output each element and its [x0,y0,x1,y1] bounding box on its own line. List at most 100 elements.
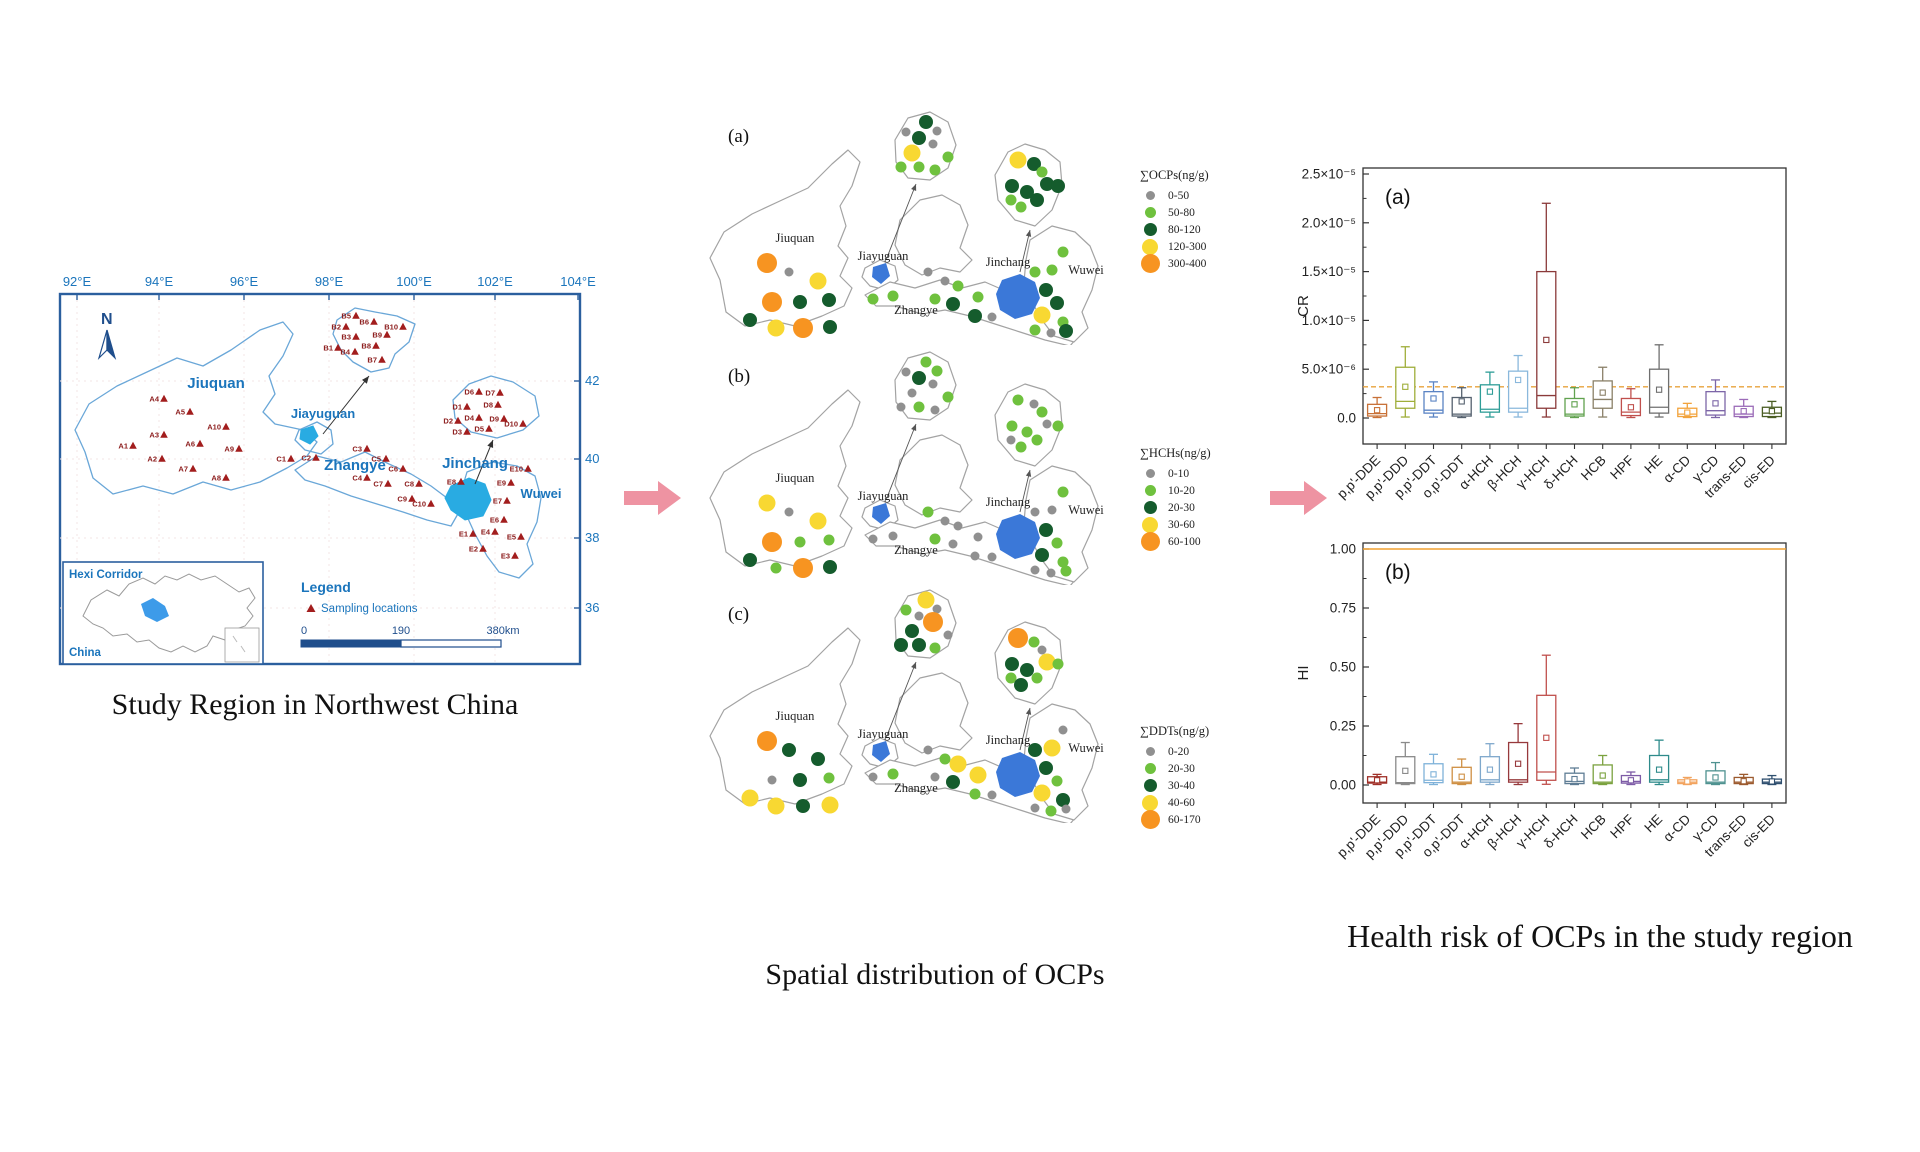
sampling-site-icon [479,544,487,552]
panel-label: (a) [1385,186,1411,209]
sampling-site-label: C3 [352,445,362,454]
concentration-dot [948,539,958,549]
sampling-site-icon [500,414,508,422]
distribution-map-a: (a) Jiuquan Jiayuguan Zhangye Jinchang Wuwei [709,111,1104,345]
sampling-site-label: D10 [504,420,518,429]
concentration-dot [757,253,777,273]
concentration-dot [968,309,982,323]
concentration-dot [923,267,933,277]
dist-legend-row: 0-10 [1140,465,1260,482]
sampling-site-icon [372,341,380,349]
concentration-dot [903,144,921,162]
concentration-dot [762,532,782,552]
concentration-dot [784,507,794,517]
sampling-site-label: A3 [149,431,159,440]
jiayuguan-lake [872,741,890,762]
dist-legend-row: 20-30 [1140,760,1260,777]
concentration-dot [867,293,879,305]
concentration-dot [929,293,941,305]
mean-marker [1768,778,1776,785]
mean-marker [1740,408,1747,415]
zoom-arrow-head [1025,230,1032,237]
sampling-site-icon [427,499,435,507]
sampling-site-label: D6 [464,388,474,397]
sampling-site-icon [457,477,465,485]
concentration-dot [1056,793,1070,807]
concentration-dot [1050,296,1064,310]
concentration-dot [823,320,837,334]
x-tick-label: cis-ED [1739,452,1778,491]
dist-legend-dot-icon [1142,794,1158,811]
dist-legend-dot-icon [1145,747,1155,756]
mean-marker [1514,376,1522,384]
sampling-site-label: B3 [341,333,351,342]
city-label: Zhangye [894,303,938,317]
concentration-dot [1028,743,1042,757]
sampling-site-label: B10 [384,323,398,332]
dist-legend-dot-icon [1144,207,1156,218]
city-label: Jiayuguan [858,489,909,503]
y-axis-label: CR [1295,295,1312,317]
x-tick-label: HCB [1578,812,1609,843]
dist-legend-label: 30-60 [1168,518,1195,531]
concentration-dot [823,534,835,546]
concentration-dot [942,151,954,163]
sampling-site-label: D8 [483,401,493,410]
dist-legend-row: 300-400 [1140,254,1260,273]
city-label: Jiayuguan [858,249,909,263]
zoom-arrow-head [1025,708,1032,715]
mean-marker [1712,400,1719,407]
middle-caption: Spatial distribution of OCPs [765,958,1105,991]
concentration-dot [1051,775,1063,787]
mean-marker [1514,760,1522,767]
lat-label: 36°N [585,600,600,615]
mean-marker [1684,778,1691,785]
dist-legend-row: 10-20 [1140,482,1260,499]
concentration-dot [767,319,785,337]
concentration-dot [930,772,940,782]
sampling-site-icon [463,402,471,410]
y-tick-label: 2.5×10⁻⁵ [1302,167,1356,182]
lat-label: 42°N [585,373,600,388]
sampling-site-label: E9 [497,479,506,488]
concentration-dot [987,552,997,562]
sampling-site-label: A1 [118,442,128,451]
concentration-dot [796,799,810,813]
lon-label: 100°E [396,274,432,289]
concentration-dot [922,506,934,518]
sampling-site-icon [158,454,166,462]
dist-legend-dot-icon [1140,254,1160,273]
concentration-dot [811,752,825,766]
sampling-site-label: E8 [447,478,456,487]
y-axis-label: HI [1295,666,1312,681]
concentration-dot [932,126,942,136]
sampling-site-icon [517,532,525,540]
concentration-dot [1039,761,1053,775]
zoom-arrow-line [885,423,917,501]
lon-label: 104°E [560,274,596,289]
concentration-dot [914,611,924,621]
concentration-dot [1052,420,1064,432]
concentration-dot [894,638,908,652]
x-tick-label: α-CD [1660,452,1693,485]
sampling-site-icon [352,311,360,319]
sampling-site-label: B2 [331,323,341,332]
distribution-map-b: (b) Jiuquan Jiayuguan Zhangye Jinchang Wuwei [709,351,1104,585]
y-tick-label: 0.0 [1337,411,1356,426]
concentration-dot [823,772,835,784]
lon-label: 94°E [145,274,174,289]
concentration-dot [912,131,926,145]
flow-arrow-shape [624,481,681,515]
sampling-site-icon [351,347,359,355]
concentration-dot [758,494,776,512]
dist-legend-dot-icon [1143,223,1157,236]
scalebar-190: 190 [392,625,410,637]
jinchang-lake [996,274,1040,319]
sampling-site-icon [519,419,527,427]
dist-legend-row: 0-20 [1140,743,1260,760]
concentration-dot [868,772,878,782]
jinchang-lake [996,752,1040,797]
sampling-site-label: C10 [412,500,426,509]
box [1423,390,1444,414]
concentration-dot [1006,435,1016,445]
